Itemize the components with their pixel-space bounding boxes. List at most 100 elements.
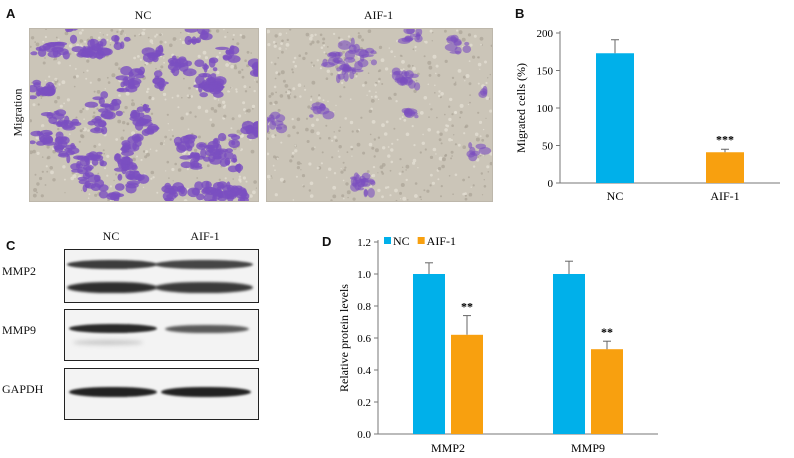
stained-cell [343,71,349,82]
membrane-pore [322,44,326,47]
membrane-pore [312,64,315,67]
stained-cell [322,58,328,67]
membrane-pore [215,29,220,33]
membrane-pore [238,175,242,178]
membrane-pore [42,40,45,43]
membrane-pore [468,60,471,62]
membrane-pore [118,67,121,70]
membrane-pore [44,57,46,59]
membrane-pore [267,137,269,140]
stained-cell [337,40,352,50]
membrane-pore [339,126,342,129]
membrane-pore [464,192,467,196]
stained-cell [40,112,55,117]
membrane-pore [440,185,443,188]
membrane-pore [407,199,409,201]
stained-cell [228,45,240,55]
membrane-pore [448,105,451,108]
membrane-pore [311,147,315,151]
membrane-pore [294,64,298,68]
membrane-pore [217,99,220,101]
membrane-pore [389,169,392,172]
membrane-pore [405,132,410,137]
membrane-pore [477,82,480,85]
membrane-pore [282,79,286,83]
membrane-pore [271,177,273,179]
stained-cell [391,67,401,76]
membrane-pore [189,111,192,114]
membrane-pore [328,167,332,171]
membrane-pore [417,167,419,169]
membrane-pore [209,118,213,121]
membrane-pore [446,43,448,45]
membrane-pore [472,165,476,168]
membrane-pore [427,128,431,132]
membrane-pore [222,105,226,109]
stained-cell [77,176,88,181]
membrane-pore [102,149,105,152]
membrane-pore [281,50,284,54]
membrane-pore [93,90,96,93]
membrane-pore [482,154,485,157]
membrane-pore [377,80,381,83]
stained-cell [99,104,112,108]
membrane-pore [338,145,342,149]
membrane-pore [83,71,85,74]
membrane-pore [364,81,368,85]
membrane-pore [401,166,404,168]
membrane-pore [85,77,88,80]
membrane-pore [213,109,218,113]
stained-cell [54,145,66,149]
membrane-pore [371,120,376,124]
image-caption-nc: NC [134,8,152,22]
membrane-pore [48,75,51,78]
stained-cell [144,128,155,135]
membrane-pore [477,156,480,158]
membrane-pore [426,189,430,193]
membrane-pore [278,32,282,36]
stained-cell [370,59,377,66]
membrane-pore [285,91,288,94]
blot-mmp2 [64,249,259,303]
stained-cell [360,55,365,62]
stained-cell [312,105,322,115]
membrane-pore [387,154,391,158]
membrane-pore [350,145,353,149]
membrane-pore [163,57,165,59]
membrane-pore [445,124,448,127]
membrane-pore [316,131,320,136]
membrane-pore [115,138,119,141]
membrane-pore [32,193,37,198]
membrane-pore [342,179,345,182]
membrane-pore [456,29,459,32]
membrane-pore [373,138,376,141]
membrane-pore [400,198,402,200]
membrane-pore [109,44,112,46]
membrane-pore [218,178,221,181]
membrane-pore [164,98,167,101]
membrane-pore [252,108,254,110]
membrane-pore [413,89,417,93]
membrane-pore [287,134,291,138]
membrane-pore [133,56,136,60]
stained-cell [45,88,52,93]
membrane-pore [451,113,454,116]
membrane-pore [325,77,329,80]
membrane-pore [345,182,349,186]
micrograph-aif1-image [267,29,492,201]
membrane-pore [292,87,296,91]
panel-b-label: B [515,6,525,21]
membrane-pore [79,129,83,133]
stained-cell [101,126,108,135]
y-axis-title: Relative protein levels [337,284,351,392]
membrane-pore [232,33,235,37]
stained-cell [153,70,163,78]
membrane-pore [378,77,381,81]
membrane-pore [309,194,314,198]
membrane-pore [477,111,480,114]
membrane-pore [125,91,130,96]
membrane-pore [169,138,172,141]
membrane-pore [234,64,237,67]
membrane-pore [296,161,301,166]
membrane-pore [370,107,373,111]
